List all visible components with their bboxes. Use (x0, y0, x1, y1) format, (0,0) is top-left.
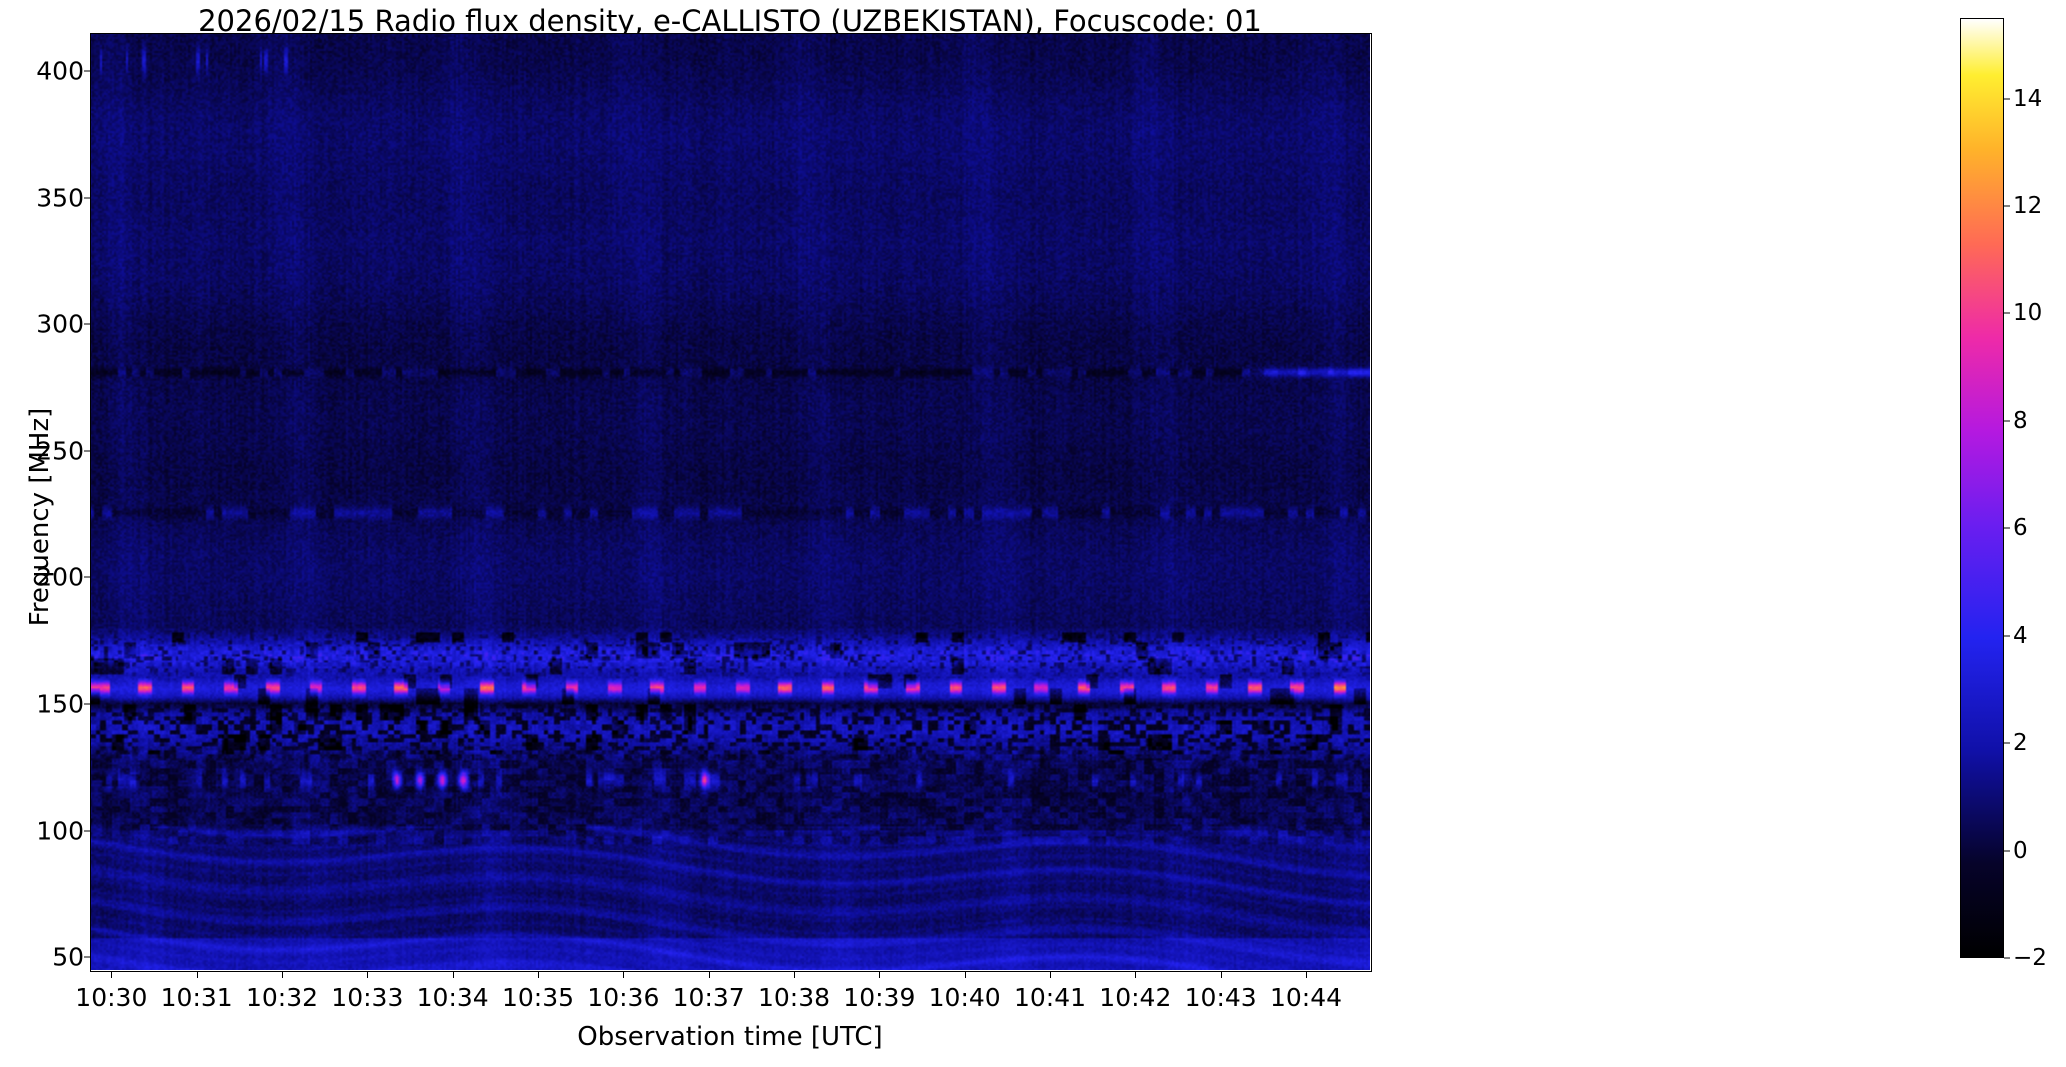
y-tick-mark (84, 450, 90, 452)
x-tick-label: 10:36 (587, 983, 660, 1012)
y-axis-ticks: 400 350 300 250 200 150 100 50 (0, 0, 90, 1067)
x-axis-label: Observation time [UTC] (577, 1022, 883, 1052)
colorbar-tick-mark (2004, 420, 2010, 422)
colorbar-tick-mark (2004, 635, 2010, 637)
y-tick-label: 400 (36, 56, 84, 86)
y-tick-label: 50 (52, 942, 84, 972)
colorbar-tick-label: −2 (2013, 945, 2047, 971)
spectrogram-plot-area (90, 33, 1370, 970)
y-tick-mark (84, 956, 90, 958)
x-tick-label: 10:30 (75, 983, 148, 1012)
y-tick-mark (84, 323, 90, 325)
colorbar-tick-label: 4 (2013, 622, 2028, 649)
x-tick-label: 10:35 (501, 983, 575, 1012)
colorbar-tick-mark (2004, 742, 2010, 744)
y-tick-label: 250 (36, 436, 84, 466)
y-tick-mark (84, 830, 90, 832)
x-tick-label: 10:33 (331, 983, 404, 1012)
x-axis-ticks: 10:30 10:31 10:32 10:33 10:34 10:35 10:36 10:37… (0, 971, 2066, 1041)
colorbar-tick-mark (2004, 527, 2010, 529)
x-tick-mark (538, 971, 539, 978)
colorbar-tick-label: 14 (2013, 85, 2043, 112)
x-tick-label: 10:34 (416, 983, 489, 1012)
colorbar-tick-label: 10 (2013, 300, 2043, 327)
x-tick-label: 10:43 (1184, 983, 1257, 1012)
x-tick-label: 10:37 (672, 983, 745, 1012)
colorbar-tick-mark (2004, 98, 2010, 100)
colorbar-tick-label: 0 (2013, 837, 2028, 864)
y-tick-label: 350 (36, 183, 84, 213)
x-tick-label: 10:42 (1099, 983, 1172, 1012)
x-tick-mark (879, 971, 881, 978)
x-tick-mark (282, 971, 283, 978)
y-tick-label: 100 (36, 816, 84, 846)
x-tick-mark (1135, 971, 1137, 978)
x-tick-mark (1306, 971, 1307, 978)
x-tick-mark (1050, 971, 1051, 978)
x-tick-label: 10:38 (757, 983, 831, 1012)
x-tick-mark (111, 971, 113, 978)
colorbar-gradient (1960, 18, 2004, 958)
colorbar-tick-label: 8 (2013, 407, 2028, 434)
x-tick-mark (367, 971, 369, 978)
colorbar-tick-mark (2004, 850, 2010, 852)
colorbar-tick-mark (2004, 312, 2010, 314)
x-tick-mark (708, 971, 710, 978)
colorbar-tick-mark (2004, 205, 2010, 207)
x-tick-mark (623, 971, 625, 978)
colorbar: 14 12 10 8 6 4 2 0 −2 (1960, 18, 2047, 971)
colorbar-tick-label: 6 (2013, 515, 2028, 542)
x-tick-mark (1220, 971, 1222, 978)
x-tick-label: 10:41 (1013, 983, 1087, 1012)
colorbar-ticks: 14 12 10 8 6 4 2 0 −2 (2004, 18, 2064, 971)
x-tick-mark (794, 971, 795, 978)
x-tick-mark (196, 971, 198, 978)
colorbar-tick-label: 12 (2013, 193, 2043, 219)
y-tick-label: 300 (36, 309, 84, 339)
y-tick-mark (84, 70, 90, 72)
colorbar-tick-label: 2 (2013, 730, 2028, 757)
x-tick-label: 10:31 (160, 983, 233, 1012)
y-tick-mark (84, 703, 90, 705)
page-title: 2026/02/15 Radio flux density, e-CALLIST… (198, 4, 1262, 38)
y-tick-label: 150 (36, 689, 84, 719)
y-tick-mark (84, 576, 90, 578)
x-tick-label: 10:44 (1269, 983, 1343, 1012)
y-tick-mark (84, 197, 90, 199)
spectrogram-heatmap (90, 33, 1370, 970)
x-tick-label: 10:32 (245, 983, 319, 1012)
x-tick-label: 10:40 (928, 983, 1001, 1012)
x-tick-mark (452, 971, 454, 978)
y-axis-label: Frequency [MHz] (25, 407, 55, 627)
colorbar-tick-mark (2004, 957, 2010, 959)
y-tick-label: 200 (36, 562, 84, 592)
x-tick-label: 10:39 (843, 983, 916, 1012)
x-tick-mark (964, 971, 966, 978)
